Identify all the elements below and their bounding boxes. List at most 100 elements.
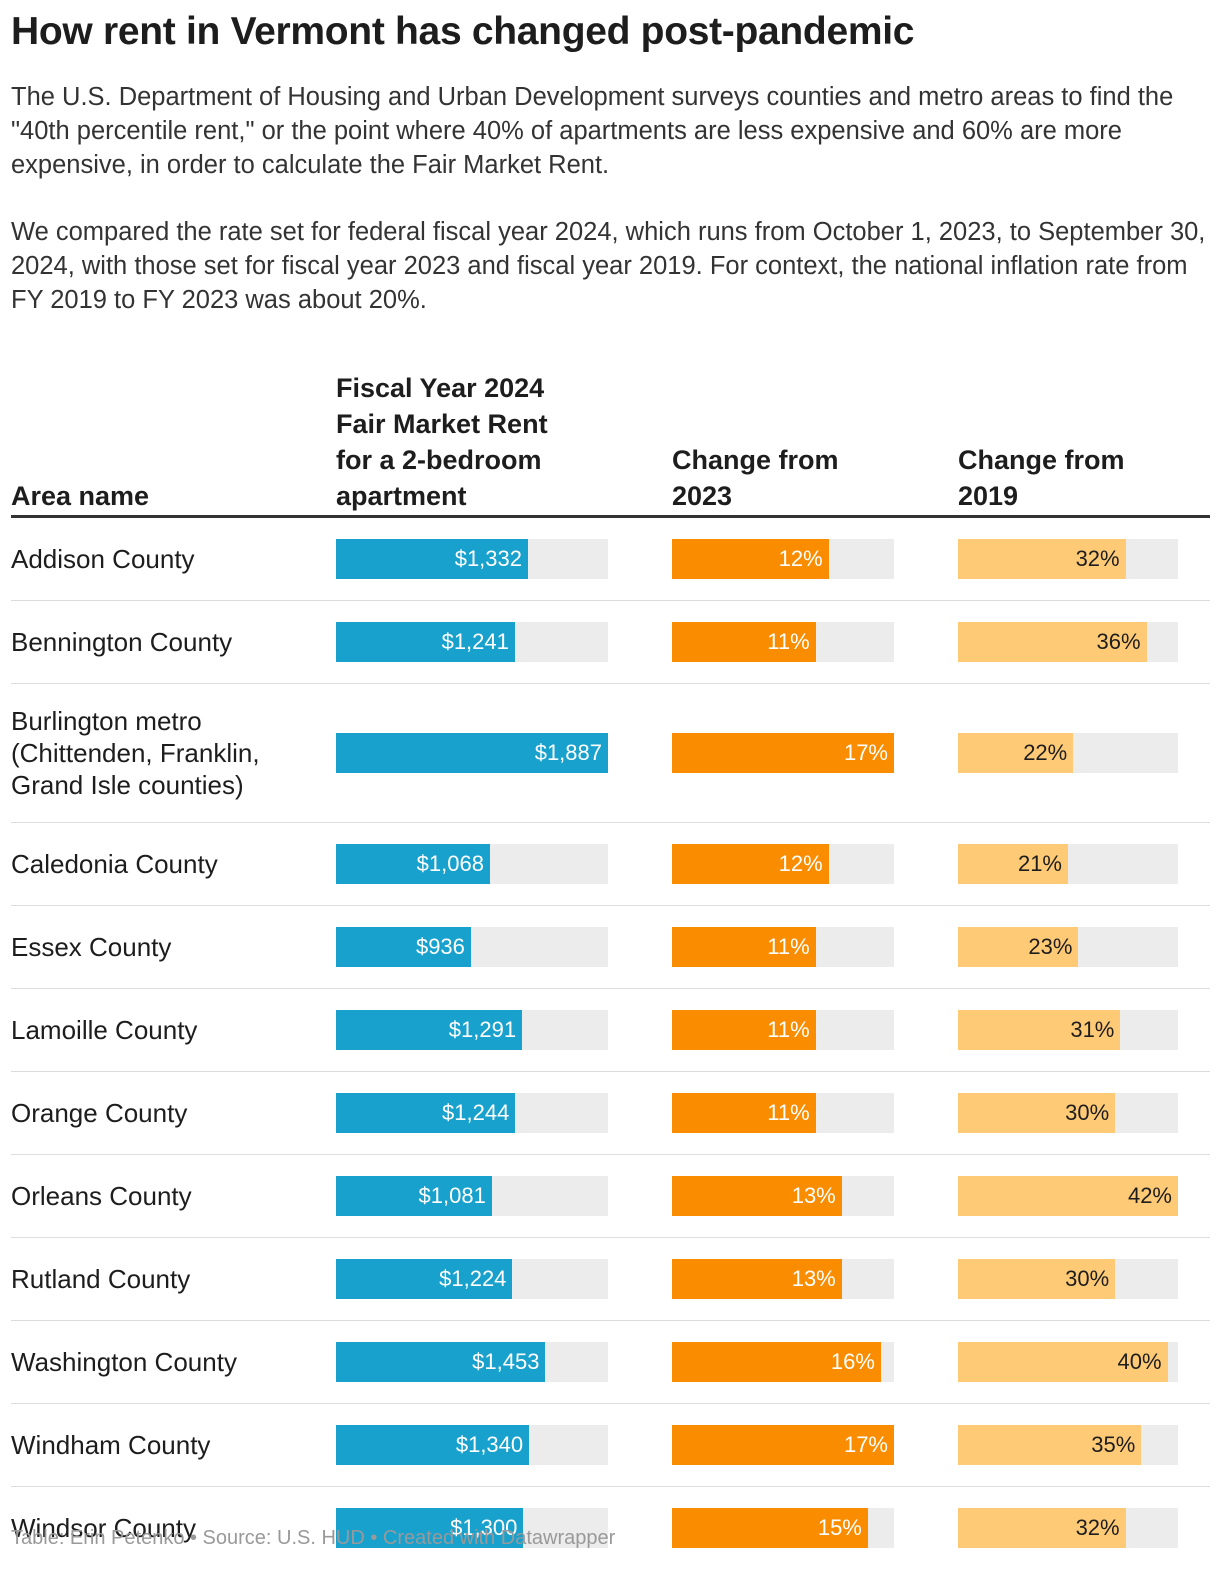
area-name: Caledonia County: [11, 849, 218, 879]
bar: [336, 1508, 524, 1548]
table-row: Essex County $936 11% 23%: [11, 906, 1210, 989]
bar-track: 23%: [958, 927, 1178, 967]
table-row: Rutland County $1,224 13% 30%: [11, 1238, 1210, 1321]
column-header: Area name: [11, 481, 150, 511]
bar-label: $936: [415, 934, 465, 959]
bar-track: 42%: [958, 1176, 1178, 1216]
area-name: Burlington metro (Chittenden, Franklin, …: [11, 706, 260, 800]
table-header: Area name Fiscal Year 2024 Fair Market R…: [11, 370, 1210, 518]
bar-track: 32%: [958, 539, 1178, 579]
bar-cell: 11%: [672, 1010, 958, 1050]
bar-track: 36%: [958, 622, 1178, 662]
bar-track: $1,332: [336, 539, 608, 579]
bar: [958, 622, 1147, 662]
bar-cell: 36%: [958, 622, 1210, 662]
bar-label: 15%: [817, 1515, 862, 1540]
bar-cell: 30%: [958, 1259, 1210, 1299]
bar-track: 40%: [958, 1342, 1178, 1382]
bar-cell: 13%: [672, 1176, 958, 1216]
bar: [336, 622, 515, 662]
bar-label: $1,887: [534, 740, 602, 765]
bar-track: 15%: [672, 1508, 894, 1548]
table-row: Windham County $1,340 17% 35%: [11, 1404, 1210, 1487]
bar-track: $1,887: [336, 733, 608, 773]
bar-track: 17%: [672, 733, 894, 773]
bar-cell: $1,068: [336, 844, 672, 884]
bar: [958, 539, 1126, 579]
table-row: Caledonia County $1,068 12% 21%: [11, 823, 1210, 906]
bar: [336, 844, 490, 884]
table-row: Orange County $1,244 11% 30%: [11, 1072, 1210, 1155]
bar-label: 32%: [1075, 1515, 1120, 1540]
bar-cell: $1,291: [336, 1010, 672, 1050]
bar-track: 13%: [672, 1176, 894, 1216]
bar-label: 17%: [843, 740, 888, 765]
bar-cell: $1,453: [336, 1342, 672, 1382]
bar-track: $936: [336, 927, 608, 967]
bar-cell: $1,332: [336, 539, 672, 579]
bar-track: 21%: [958, 844, 1178, 884]
bar-cell: 23%: [958, 927, 1210, 967]
bar-cell: $936: [336, 927, 672, 967]
bar-label: 21%: [1017, 851, 1062, 876]
bar-track: $1,340: [336, 1425, 608, 1465]
bar: [958, 1176, 1178, 1216]
bar: [672, 539, 829, 579]
bar-cell: 35%: [958, 1425, 1210, 1465]
bar-cell: $1,241: [336, 622, 672, 662]
bar-label: $1,068: [416, 851, 484, 876]
bar-track: 11%: [672, 927, 894, 967]
bar-label: 11%: [767, 934, 810, 959]
bar-cell: 16%: [672, 1342, 958, 1382]
bar-label: $1,224: [439, 1266, 507, 1291]
bar-label: 40%: [1117, 1349, 1162, 1374]
bar: [958, 1508, 1126, 1548]
column-header: Fiscal Year 2024 Fair Market Rent for a …: [336, 373, 548, 511]
table-row: Orleans County $1,081 13% 42%: [11, 1155, 1210, 1238]
bar-label: $1,332: [454, 546, 522, 571]
bar-track: $1,068: [336, 844, 608, 884]
bar: [958, 844, 1068, 884]
bar: [336, 927, 471, 967]
table-row: Lamoille County $1,291 11% 31%: [11, 989, 1210, 1072]
bar: [336, 1010, 523, 1050]
bar-cell: 22%: [958, 733, 1210, 773]
bar-label: 30%: [1065, 1266, 1110, 1291]
column-header: Change from 2019: [958, 445, 1125, 511]
bar: [672, 1010, 816, 1050]
bar-label: 23%: [1028, 934, 1073, 959]
bar-label: 11%: [767, 1100, 810, 1125]
bar-track: $1,291: [336, 1010, 608, 1050]
bar-cell: 15%: [672, 1508, 958, 1548]
bar-cell: $1,081: [336, 1176, 672, 1216]
bar-track: 30%: [958, 1259, 1178, 1299]
bar-cell: $1,300: [336, 1508, 672, 1548]
bar-label: 17%: [843, 1432, 888, 1457]
bar: [336, 1093, 516, 1133]
bar-track: 32%: [958, 1508, 1178, 1548]
bar-cell: 17%: [672, 1425, 958, 1465]
bar-label: 13%: [791, 1183, 836, 1208]
area-name: Addison County: [11, 544, 195, 574]
bar-label: 30%: [1065, 1100, 1110, 1125]
bar: [672, 1342, 881, 1382]
bar-label: $1,244: [442, 1100, 510, 1125]
table: Area name Fiscal Year 2024 Fair Market R…: [11, 370, 1210, 1569]
bar-label: $1,340: [455, 1432, 524, 1457]
bar-label: 35%: [1091, 1432, 1136, 1457]
bar-cell: 12%: [672, 539, 958, 579]
table-body: Addison County $1,332 12% 32% Bennington Cou…: [11, 518, 1210, 1569]
bar-track: 13%: [672, 1259, 894, 1299]
bar: [336, 1259, 513, 1299]
bar: [958, 1010, 1121, 1050]
bar: [958, 1093, 1116, 1133]
bar: [336, 1425, 530, 1465]
bar: [958, 927, 1079, 967]
footer: Table: Erin Petenko • Source: U.S. HUD •…: [11, 1527, 616, 1549]
bar-cell: 11%: [672, 622, 958, 662]
bar-track: $1,224: [336, 1259, 608, 1299]
bar-track: $1,453: [336, 1342, 608, 1382]
bar: [672, 1093, 816, 1133]
bar-cell: 32%: [958, 1508, 1210, 1548]
